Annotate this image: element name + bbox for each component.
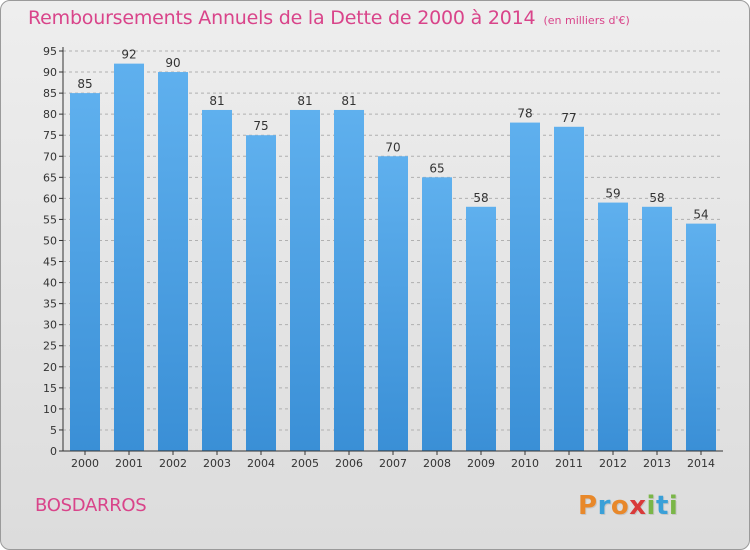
chart-subtitle: (en milliers d'€): [543, 14, 630, 27]
x-tick-label: 2010: [511, 457, 539, 470]
bar-value-label: 81: [209, 94, 224, 108]
logo-letter: o: [610, 491, 630, 521]
logo-letter: x: [629, 491, 647, 521]
y-tick-label: 35: [43, 298, 57, 311]
bar: [246, 135, 276, 452]
bar-value-label: 58: [649, 191, 664, 205]
proxiti-logo: Proxiti: [578, 491, 678, 521]
bar-value-label: 70: [385, 140, 400, 154]
x-tick-label: 2008: [423, 457, 451, 470]
bar: [510, 122, 540, 451]
x-tick-label: 2006: [335, 457, 363, 470]
y-tick-label: 10: [43, 403, 57, 416]
x-tick-label: 2002: [159, 457, 187, 470]
bar-value-label: 75: [253, 119, 268, 133]
x-tick-label: 2003: [203, 457, 231, 470]
logo-letter: i: [646, 491, 656, 521]
chart-title: Remboursements Annuels de la Dette de 20…: [28, 7, 536, 29]
bar-value-label: 78: [517, 107, 532, 121]
x-tick-label: 2001: [115, 457, 143, 470]
y-tick-label: 60: [43, 192, 57, 205]
logo-letter: t: [655, 491, 669, 521]
y-tick-label: 30: [43, 319, 57, 332]
y-tick-label: 50: [43, 234, 57, 247]
bar: [202, 109, 232, 452]
x-tick-label: 2014: [687, 457, 715, 470]
bar: [158, 72, 188, 451]
y-tick-label: 15: [43, 382, 57, 395]
bar: [70, 93, 100, 452]
bar-value-label: 58: [473, 191, 488, 205]
y-tick-label: 80: [43, 108, 57, 121]
y-tick-label: 65: [43, 171, 57, 184]
y-tick-label: 95: [43, 45, 57, 58]
y-tick-label: 70: [43, 150, 57, 163]
bar-value-label: 59: [605, 187, 620, 201]
town-name: BOSDARROS: [35, 495, 147, 516]
x-tick-label: 2012: [599, 457, 627, 470]
logo-letter: P: [578, 491, 598, 521]
bar: [422, 177, 452, 451]
y-tick-label: 20: [43, 361, 57, 374]
chart-title-line: Remboursements Annuels de la Dette de 20…: [28, 7, 630, 29]
x-tick-label: 2007: [379, 457, 407, 470]
bar: [554, 126, 584, 451]
bar-value-label: 54: [693, 208, 708, 222]
x-tick-label: 2004: [247, 457, 275, 470]
bar: [686, 223, 716, 451]
logo-letter: i: [668, 491, 679, 521]
bar-value-label: 90: [165, 56, 180, 70]
bar: [378, 156, 408, 451]
bar: [642, 206, 672, 451]
x-tick-label: 2000: [71, 457, 99, 470]
bar: [114, 63, 144, 451]
bar: [466, 206, 496, 451]
bar-value-label: 65: [429, 161, 444, 175]
y-tick-label: 75: [43, 129, 57, 142]
bar-value-label: 81: [341, 94, 356, 108]
y-tick-label: 0: [50, 445, 57, 458]
y-tick-label: 90: [43, 66, 57, 79]
bar: [334, 109, 364, 452]
y-tick-label: 45: [43, 256, 57, 269]
y-tick-label: 85: [43, 87, 57, 100]
bar: [598, 202, 628, 451]
bar-value-label: 81: [297, 94, 312, 108]
y-tick-label: 5: [50, 424, 57, 437]
logo-letter: r: [597, 491, 611, 521]
bar-value-label: 77: [561, 111, 576, 125]
x-tick-label: 2009: [467, 457, 495, 470]
y-tick-label: 25: [43, 340, 57, 353]
y-tick-label: 55: [43, 213, 57, 226]
x-tick-label: 2005: [291, 457, 319, 470]
y-tick-label: 40: [43, 277, 57, 290]
bar-value-label: 92: [121, 48, 136, 62]
bar-value-label: 85: [77, 77, 92, 91]
bar: [290, 109, 320, 452]
x-tick-label: 2013: [643, 457, 671, 470]
x-tick-label: 2011: [555, 457, 583, 470]
